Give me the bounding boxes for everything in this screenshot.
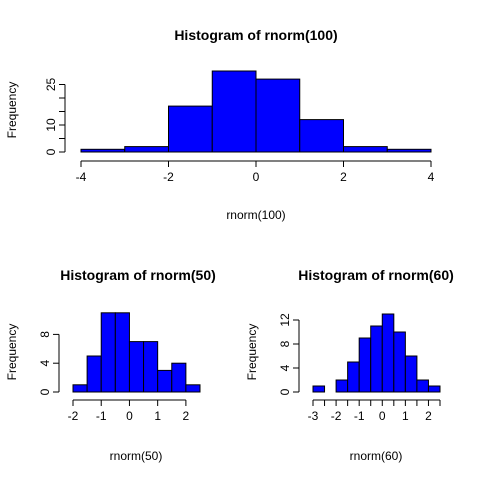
y-tick-label: 0 [38,388,52,395]
histogram-bar [114,312,130,393]
plot-area: -2 -1 0 1 2 0 4 8 [38,312,201,423]
histogram-bar [381,313,395,393]
histogram-bar [393,331,406,393]
histogram-bar [157,369,173,393]
x-tick-label: 0 [253,170,260,184]
histogram-bar [358,337,372,393]
histogram-bar [86,355,102,393]
x-tick-label: 0 [126,409,133,423]
chart-title: Histogram of rnorm(100) [174,27,337,43]
y-tick-label: 8 [278,340,292,347]
x-tick-label: -3 [308,409,319,423]
x-axis-label: rnorm(50) [110,449,163,463]
histogram-bar [80,148,126,153]
y-axis-label: Frequency [245,324,259,381]
histogram-bar [347,361,360,393]
x-tick-label: 2 [425,409,432,423]
histogram-bar [312,385,326,393]
histogram-bar [255,78,301,153]
x-axis-label: rnorm(60) [350,449,403,463]
histogram-bar [185,384,201,393]
chart-title: Histogram of rnorm(60) [298,267,454,283]
plot-area: -4 -2 0 2 4 0 10 25 [44,70,435,184]
y-tick-label: 0 [278,388,292,395]
y-tick-label: 10 [44,118,58,132]
histogram-bar [343,146,388,153]
histogram-bar [168,105,213,153]
x-tick-label: -2 [331,409,342,423]
y-tick-label: 25 [44,78,58,92]
y-tick-label: 8 [38,331,52,338]
y-tick-label: 4 [38,360,52,367]
y-tick-label: 12 [278,313,292,327]
x-tick-label: 2 [340,170,347,184]
y-axis-label: Frequency [5,82,19,139]
x-tick-label: 1 [154,409,161,423]
x-tick-label: 2 [183,409,190,423]
histogram-bar [171,362,187,393]
x-tick-label: 1 [402,409,409,423]
histogram-rnorm60: Histogram of rnorm(60) rnorm(60) Frequen… [245,267,454,463]
histogram-bar [211,70,257,153]
x-tick-label: -1 [96,409,107,423]
y-axis-label: Frequency [5,324,19,381]
histogram-bar [100,312,116,393]
histogram-rnorm100: Histogram of rnorm(100) rnorm(100) Frequ… [5,27,435,222]
histogram-rnorm50: Histogram of rnorm(50) rnorm(50) Frequen… [5,267,216,463]
x-tick-label: 0 [379,409,386,423]
histogram-bar [124,146,169,153]
histogram-bar [386,148,432,153]
x-tick-label: -4 [76,170,87,184]
histogram-bar [370,325,383,393]
histogram-bar [335,379,349,393]
y-tick-label: 0 [44,148,58,155]
y-tick-label: 4 [278,364,292,371]
x-tick-label: -2 [68,409,79,423]
histogram-bar [143,341,159,393]
histogram-bar [427,385,441,393]
histogram-bar [404,355,418,393]
histogram-bar [416,379,429,393]
x-tick-label: -1 [354,409,365,423]
histogram-bar [299,119,344,153]
x-tick-label: -2 [163,170,174,184]
histogram-bar [72,384,88,393]
chart-title: Histogram of rnorm(50) [60,267,216,283]
x-axis-label: rnorm(100) [226,208,285,222]
x-tick-label: 4 [428,170,435,184]
histogram-bar [128,341,145,393]
